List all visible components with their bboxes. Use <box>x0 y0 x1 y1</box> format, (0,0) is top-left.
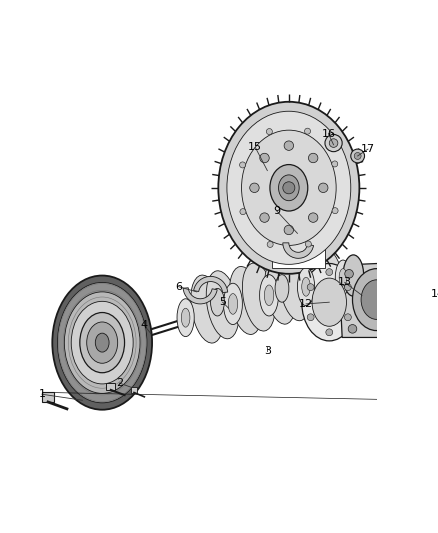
Ellipse shape <box>314 248 344 310</box>
Circle shape <box>240 162 246 168</box>
Ellipse shape <box>312 278 346 326</box>
Ellipse shape <box>242 263 275 331</box>
Ellipse shape <box>181 308 190 327</box>
Text: 13: 13 <box>338 277 352 287</box>
Circle shape <box>304 128 311 134</box>
Circle shape <box>284 141 293 150</box>
Ellipse shape <box>353 269 401 330</box>
Circle shape <box>307 284 314 290</box>
Ellipse shape <box>52 276 152 410</box>
Ellipse shape <box>227 111 351 264</box>
Ellipse shape <box>264 285 274 305</box>
Bar <box>272 218 325 268</box>
Ellipse shape <box>302 277 311 296</box>
Ellipse shape <box>279 175 299 201</box>
Wedge shape <box>283 243 314 259</box>
Ellipse shape <box>230 266 262 335</box>
Ellipse shape <box>275 274 289 302</box>
Ellipse shape <box>206 271 239 339</box>
Text: 3: 3 <box>264 346 271 356</box>
Ellipse shape <box>241 130 336 245</box>
Circle shape <box>308 213 318 222</box>
Ellipse shape <box>218 102 359 274</box>
Ellipse shape <box>57 282 147 403</box>
Text: 12: 12 <box>299 299 313 309</box>
Circle shape <box>326 269 333 276</box>
Ellipse shape <box>228 294 238 314</box>
Ellipse shape <box>223 283 242 325</box>
Bar <box>106 383 115 390</box>
Wedge shape <box>194 277 228 293</box>
Text: 15: 15 <box>248 142 262 152</box>
Circle shape <box>318 183 328 192</box>
Circle shape <box>326 329 333 336</box>
Ellipse shape <box>343 255 364 296</box>
Ellipse shape <box>300 253 329 314</box>
Ellipse shape <box>270 165 308 211</box>
Ellipse shape <box>339 269 347 286</box>
Ellipse shape <box>80 312 124 373</box>
Circle shape <box>403 266 412 274</box>
Text: 14: 14 <box>431 288 438 298</box>
Circle shape <box>260 154 269 163</box>
Ellipse shape <box>177 299 194 337</box>
Circle shape <box>405 325 413 333</box>
Ellipse shape <box>297 268 314 305</box>
Ellipse shape <box>191 275 223 343</box>
Ellipse shape <box>71 301 133 384</box>
Ellipse shape <box>260 274 279 316</box>
Text: 4: 4 <box>141 320 148 330</box>
Circle shape <box>308 154 318 163</box>
Text: 17: 17 <box>361 144 375 154</box>
Circle shape <box>305 241 311 247</box>
Circle shape <box>307 314 314 321</box>
Circle shape <box>348 325 357 333</box>
Ellipse shape <box>302 263 357 341</box>
Ellipse shape <box>265 260 296 324</box>
Circle shape <box>283 182 295 194</box>
Ellipse shape <box>336 260 351 294</box>
Circle shape <box>266 128 272 135</box>
Text: 2: 2 <box>116 378 123 388</box>
Ellipse shape <box>361 280 392 319</box>
Text: 9: 9 <box>273 206 280 216</box>
Polygon shape <box>339 262 420 337</box>
Ellipse shape <box>64 292 140 393</box>
Circle shape <box>250 183 259 192</box>
Circle shape <box>329 139 338 147</box>
Circle shape <box>344 314 351 321</box>
Circle shape <box>260 213 269 222</box>
Wedge shape <box>183 288 217 304</box>
Ellipse shape <box>211 288 224 316</box>
Text: 1: 1 <box>39 389 46 399</box>
Circle shape <box>240 208 246 215</box>
Ellipse shape <box>279 256 311 321</box>
Ellipse shape <box>87 322 118 364</box>
Circle shape <box>325 134 342 152</box>
Circle shape <box>344 284 351 290</box>
Circle shape <box>332 208 338 214</box>
Circle shape <box>351 149 364 163</box>
Circle shape <box>422 285 434 297</box>
Text: 5: 5 <box>219 297 226 307</box>
Bar <box>131 387 138 393</box>
Text: 16: 16 <box>321 128 336 139</box>
Circle shape <box>345 270 353 278</box>
Circle shape <box>332 161 338 167</box>
Circle shape <box>284 225 293 235</box>
Ellipse shape <box>95 333 109 352</box>
Text: 6: 6 <box>175 282 182 292</box>
Circle shape <box>267 241 273 247</box>
Bar <box>42 392 54 402</box>
Circle shape <box>354 152 361 159</box>
